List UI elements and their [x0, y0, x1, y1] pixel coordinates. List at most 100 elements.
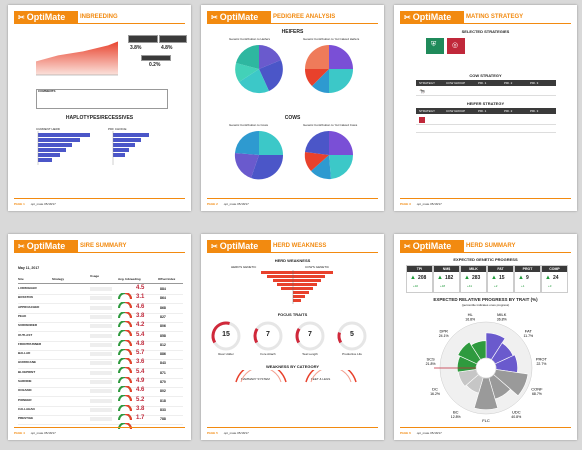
heifer-table-row-2 — [416, 125, 556, 133]
page-sire-summary: ✂ OptiMate SIRE SUMMARY May 11, 2017 Sire… — [8, 234, 191, 440]
footer: PAGE 1 opt_mate 05/18/17 — [14, 202, 56, 206]
inbreeding-value: 4.9 — [136, 378, 145, 384]
up-arrow-icon: ▲ — [410, 275, 416, 281]
up-arrow-icon: ▲ — [491, 275, 497, 281]
focus-label: Rear Udder — [218, 352, 234, 356]
radial-pct: 16.8% — [465, 318, 475, 322]
tools-icon: ✂ — [211, 242, 218, 251]
inbreeding-value: 4.6 — [136, 303, 145, 310]
sire-row[interactable]: BOSSTON 3.1 864 — [18, 294, 183, 309]
usage-bar — [90, 287, 112, 291]
page-herd-summary: ✂ OptiMate HERD SUMMARY EXPECTED GENETIC … — [394, 234, 577, 440]
trait-change: +32 — [413, 284, 419, 288]
inbreeding-value: 4.5 — [136, 285, 145, 291]
index-value: 818 — [160, 398, 166, 403]
index-value: 870 — [160, 380, 166, 384]
trait-change: +41 — [467, 284, 473, 288]
sire-name: BALLAD — [18, 351, 31, 356]
inbreeding-line-chart — [35, 40, 119, 76]
footer: PAGE 3 opt_mate 05/18/17 — [400, 202, 442, 206]
sire-row[interactable]: CALLAHAN 3.8 833 — [18, 405, 183, 421]
page-title: PEDIGREE ANALYSIS — [273, 14, 336, 20]
up-arrow-icon: ▲ — [545, 275, 551, 281]
trait-name: MILK — [469, 267, 478, 271]
strategy-tile-1[interactable]: ⛨ — [426, 38, 444, 54]
trait-change: +1 — [521, 284, 525, 288]
mammary-label: MAMMARY SYSTEM — [241, 377, 270, 381]
inbreeding-gauge-icon — [118, 407, 132, 421]
focus-value: 5 — [350, 331, 354, 338]
inbreeding-value: 3.8 — [136, 405, 145, 412]
brand-logo: ✂ OptiMate — [207, 240, 271, 253]
focus-value: 15 — [222, 331, 230, 338]
radial-pct: 68.7% — [532, 392, 542, 396]
strategy-tile-2[interactable]: ◎ — [447, 38, 465, 54]
heifer-strategy-title: HEIFER STRATEGY — [466, 101, 505, 106]
footer: PAGE 4 opt_mate 05/18/17 — [14, 431, 56, 435]
trait-value: 9 — [526, 275, 529, 281]
radial-pct: 69.1% — [481, 424, 491, 425]
focus-value: 7 — [266, 331, 270, 338]
sire-row[interactable]: HURRICANE 3.6 843 — [18, 359, 183, 374]
sire-row[interactable]: OUTLAST 5.4 858 — [18, 332, 183, 346]
stat-value-3: 0.2% — [149, 62, 161, 68]
sire-row[interactable]: PRESTIGE 1.7 788 — [18, 415, 183, 430]
inbreeding-gauge-icon — [118, 295, 132, 309]
index-value: 833 — [160, 407, 166, 412]
inbreeding-gauge-icon — [118, 305, 132, 318]
egp-title: EXPECTED GENETIC PROGRESS — [453, 257, 518, 262]
sire-table-header: Sire Strategy Usage Avg. Inbreeding Offs… — [18, 274, 183, 284]
sire-name: PEAK — [18, 313, 27, 318]
trait-value: 283 — [472, 275, 481, 281]
sire-row[interactable]: SARDINE 4.9 870 — [18, 378, 183, 393]
trait-change: +18 — [440, 284, 446, 288]
sire-row[interactable]: PEAK 3.8 827 — [18, 313, 183, 328]
cow-icon: 🐄 — [419, 89, 426, 95]
index-value: 843 — [160, 361, 166, 366]
inbreeding-gauge-icon — [118, 398, 132, 411]
category-title: WEAKNESS BY CATEGORY — [265, 364, 320, 369]
sire-row[interactable]: APPROACHED 4.6 868 — [18, 303, 183, 318]
sire-row[interactable]: BLUEPRINT 5.4 871 — [18, 368, 183, 383]
heifers-title: HEIFERS — [281, 29, 304, 35]
up-arrow-icon: ▲ — [437, 275, 443, 281]
stat-header-3 — [141, 55, 171, 61]
inbreeding-value: 5.7 — [136, 350, 145, 357]
weakness-right-label: COW'S GENETIC — [305, 265, 330, 269]
sire-name: APPROACHED — [18, 304, 40, 309]
sire-row[interactable]: OCEANIC 4.6 802 — [18, 387, 183, 402]
cows-title: COWS — [284, 115, 301, 121]
inbreeding-value: 5.4 — [136, 368, 145, 375]
usage-bar — [90, 314, 112, 319]
tools-icon: ✂ — [404, 13, 411, 22]
comments-label: COMMENTS — [38, 89, 56, 93]
sire-row[interactable]: SURRENDER 4.2 806 — [18, 322, 183, 337]
inbreeding-gauge-icon — [118, 314, 132, 328]
radial-label: DC — [432, 386, 438, 391]
sire-row[interactable]: FRONTRUNNER 4.8 812 — [18, 341, 183, 355]
tools-icon: ✂ — [404, 242, 411, 251]
usage-bar — [90, 370, 112, 375]
trait-value: 182 — [445, 275, 454, 281]
sire-row[interactable]: BALLAD 5.7 886 — [18, 350, 183, 365]
trait-name: PROT — [522, 267, 533, 271]
usage-bar — [90, 361, 112, 366]
inbreeding-gauge-icon — [118, 379, 132, 393]
focus-label: Productive Life — [342, 352, 362, 356]
comments-box[interactable] — [36, 89, 168, 109]
weakness-bar-chart — [261, 270, 333, 304]
usage-bar — [90, 324, 112, 329]
trait-card: PROT ▲ 9 +1 — [514, 265, 541, 293]
trait-name: FAT — [497, 267, 504, 271]
tools-icon: ✂ — [211, 13, 218, 22]
radial-label: HL — [468, 312, 474, 317]
sire-row[interactable]: LUDWIGGER 4.5 884 — [18, 285, 183, 300]
inbreeding-gauge-icon — [118, 323, 132, 337]
sire-row[interactable]: PIONEER 5.2 818 — [18, 397, 183, 411]
focus-gauge: 15 Rear Udder — [209, 320, 243, 360]
index-value: 806 — [160, 324, 166, 329]
page-mating-strategy: ✂ OptiMate MATING STRATEGY SELECTED STRAT… — [394, 5, 577, 211]
page-herd-weakness: ✂ OptiMate HERD WEAKNESS HERD WEAKNESS HE… — [201, 234, 384, 440]
brand-logo: ✂ OptiMate — [14, 240, 78, 253]
